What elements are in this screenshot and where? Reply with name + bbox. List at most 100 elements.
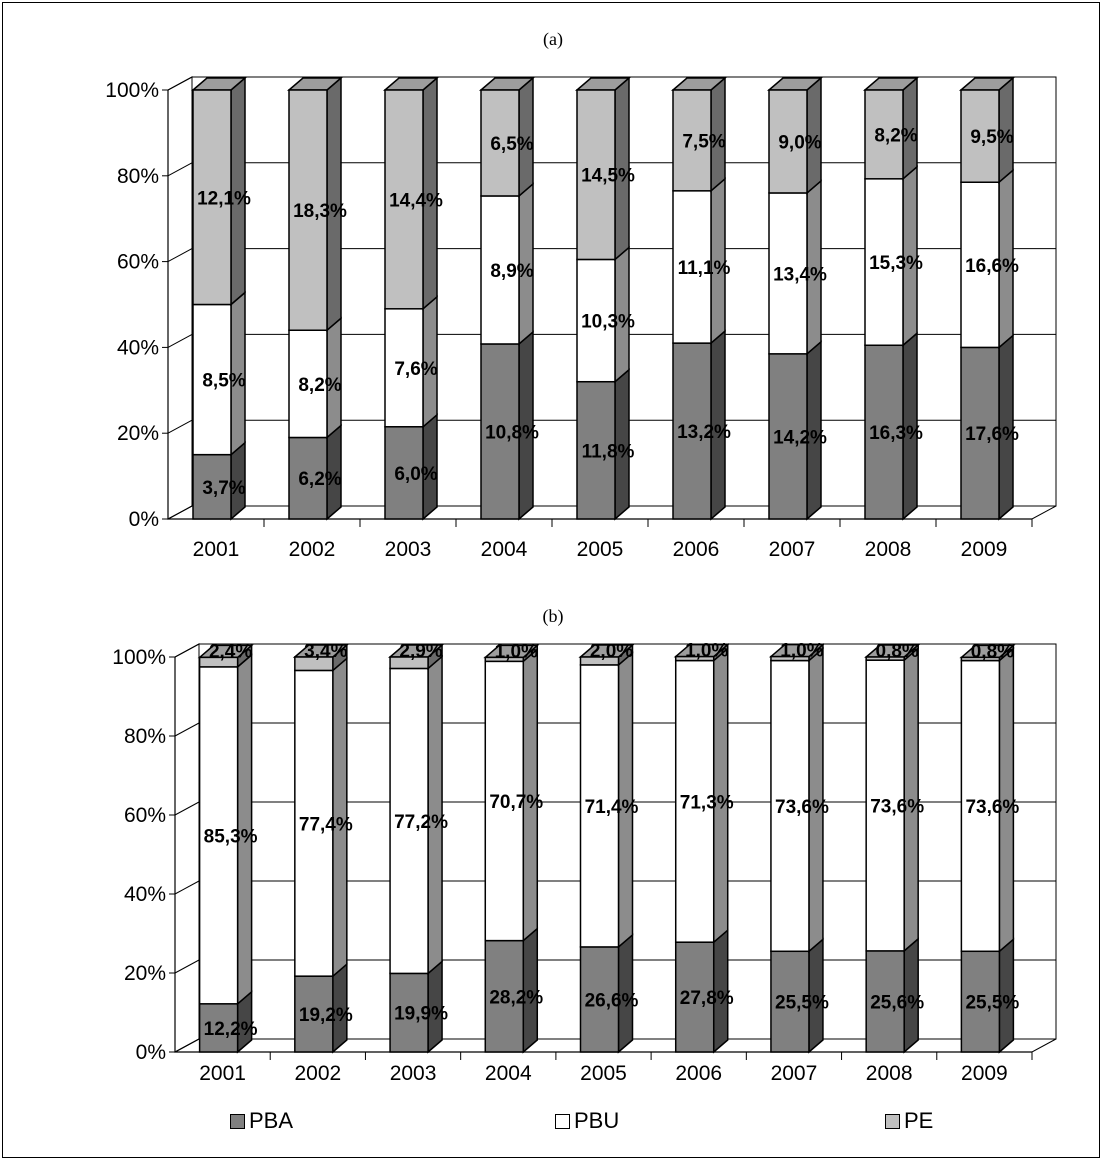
chart-subtitle: (b) — [543, 606, 564, 627]
data-label-pbu: 77,4% — [299, 814, 353, 835]
data-label-pba: 11,8% — [582, 441, 635, 462]
data-label-pe: 14,4% — [389, 190, 443, 211]
data-label-pbu: 13,4% — [773, 264, 827, 285]
bar-pe — [768, 89, 808, 194]
y-tick-label: 80% — [117, 165, 159, 188]
data-label-pba: 28,2% — [489, 987, 543, 1008]
bar-pe — [389, 656, 429, 670]
x-tick-label: 2002 — [294, 1062, 341, 1085]
data-label-pbu: 8,2% — [298, 375, 341, 396]
bar-pe — [480, 89, 520, 197]
bar-pba — [288, 436, 328, 520]
y-tick-label: 60% — [124, 804, 166, 827]
data-label-pbu: 73,6% — [965, 797, 1019, 818]
data-label-pe: 12,1% — [197, 188, 251, 209]
data-label-pbu: 77,2% — [394, 812, 448, 833]
x-tick-label: 2007 — [771, 1062, 818, 1085]
side-wall — [167, 76, 193, 520]
legend-swatch-pba — [230, 1113, 245, 1129]
x-tick-label: 2008 — [865, 538, 912, 561]
legend-swatch-pe — [885, 1113, 900, 1129]
bar-pe — [960, 656, 1001, 662]
bar-pba — [480, 343, 520, 520]
bar-pbu — [960, 181, 1000, 349]
gridline-diagonal — [167, 76, 193, 91]
data-label-pba: 10,8% — [485, 422, 539, 443]
y-tick-label: 0% — [129, 508, 159, 531]
bar-pba — [579, 946, 620, 1053]
x-tick-label: 2006 — [673, 538, 720, 561]
y-tick-label: 100% — [112, 646, 166, 669]
bar-pba — [192, 453, 232, 520]
bar-pba — [674, 941, 715, 1053]
data-label-pba: 6,2% — [298, 469, 341, 490]
gridline-diagonal — [167, 333, 193, 348]
data-label-pe: 9,5% — [970, 127, 1013, 148]
chart-panel-a: (a) 0% 20% 40% 60% 80% 100% 2001 3,7% 8,5% 12,1% 20… — [105, 29, 1057, 561]
data-label-pba: 14,2% — [773, 427, 827, 448]
bar-pba — [864, 344, 904, 520]
bar-pe — [294, 656, 334, 672]
x-tick-label: 2007 — [769, 538, 816, 561]
data-label-pbu: 70,7% — [489, 792, 543, 813]
y-tick-label: 100% — [105, 79, 159, 102]
bar-pbu — [198, 666, 239, 1005]
bar-pba — [770, 950, 810, 1053]
gridline-diagonal — [174, 643, 200, 658]
x-tick-label: 2001 — [193, 538, 240, 561]
bar-pba — [384, 426, 424, 520]
bar-pe — [770, 655, 810, 662]
data-label-pbu: 8,9% — [490, 261, 533, 282]
x-tick-label: 2004 — [485, 1062, 532, 1085]
x-tick-label: 2003 — [390, 1062, 437, 1085]
data-label-pe: 1,0% — [685, 641, 728, 662]
bar-pe — [960, 89, 1000, 183]
gridline-diagonal — [167, 505, 193, 520]
x-tick-label: 2006 — [675, 1062, 722, 1085]
legend-label-pbu: PBU — [574, 1108, 620, 1133]
data-label-pe: 18,3% — [293, 201, 347, 222]
data-label-pba: 19,9% — [394, 1004, 448, 1025]
bar-pe — [198, 656, 239, 668]
x-tick-label: 2008 — [866, 1062, 913, 1085]
data-label-pbu: 73,6% — [870, 797, 924, 818]
x-tick-label: 2005 — [577, 538, 624, 561]
bar-pbu — [484, 660, 525, 942]
y-tick-label: 20% — [117, 422, 159, 445]
x-tick-label: 2001 — [199, 1062, 246, 1085]
legend-item-pbu: PBU — [555, 1108, 619, 1134]
bar-pe — [288, 89, 328, 331]
bar-pe — [674, 655, 715, 662]
data-label-pba: 16,3% — [869, 423, 923, 444]
chart-b: (b) 0% 20% 40% 60% 80% 100% 2001 12,2% 85,3% 2,4% 2… — [112, 606, 1057, 1085]
side-wall — [174, 643, 200, 1053]
data-label-pbu: 7,6% — [394, 359, 437, 380]
legend-item-pe: PE — [885, 1108, 933, 1134]
y-tick-label: 40% — [124, 883, 166, 906]
data-label-pe: 3,4% — [304, 641, 347, 662]
data-label-pba: 25,6% — [870, 992, 924, 1013]
data-label-pbu: 10,3% — [581, 312, 635, 333]
bar-pe — [865, 656, 905, 661]
legend-item-pba: PBA — [230, 1108, 293, 1134]
data-label-pe: 0,8% — [971, 641, 1014, 662]
data-label-pba: 12,2% — [204, 1019, 258, 1040]
chart-subtitle: (a) — [543, 29, 563, 50]
data-label-pe: 7,5% — [682, 131, 725, 152]
bar-pe — [864, 89, 904, 180]
bar-pbu — [480, 195, 520, 345]
data-label-pba: 25,5% — [775, 993, 829, 1014]
x-tick-label: 2004 — [481, 538, 528, 561]
bar-pe — [192, 89, 232, 306]
data-label-pe: 2,4% — [209, 641, 252, 662]
gridline-diagonal — [174, 722, 200, 737]
bar-pbu — [192, 303, 232, 456]
data-label-pe: 9,0% — [778, 132, 821, 153]
data-label-pe: 2,9% — [399, 641, 442, 662]
data-label-pba: 19,2% — [299, 1005, 353, 1026]
data-label-pbu: 71,3% — [680, 792, 734, 813]
data-label-pe: 14,5% — [581, 166, 635, 187]
y-tick-label: 60% — [117, 251, 159, 274]
gridline-diagonal — [174, 959, 200, 974]
data-label-pe: 2,0% — [590, 641, 633, 662]
